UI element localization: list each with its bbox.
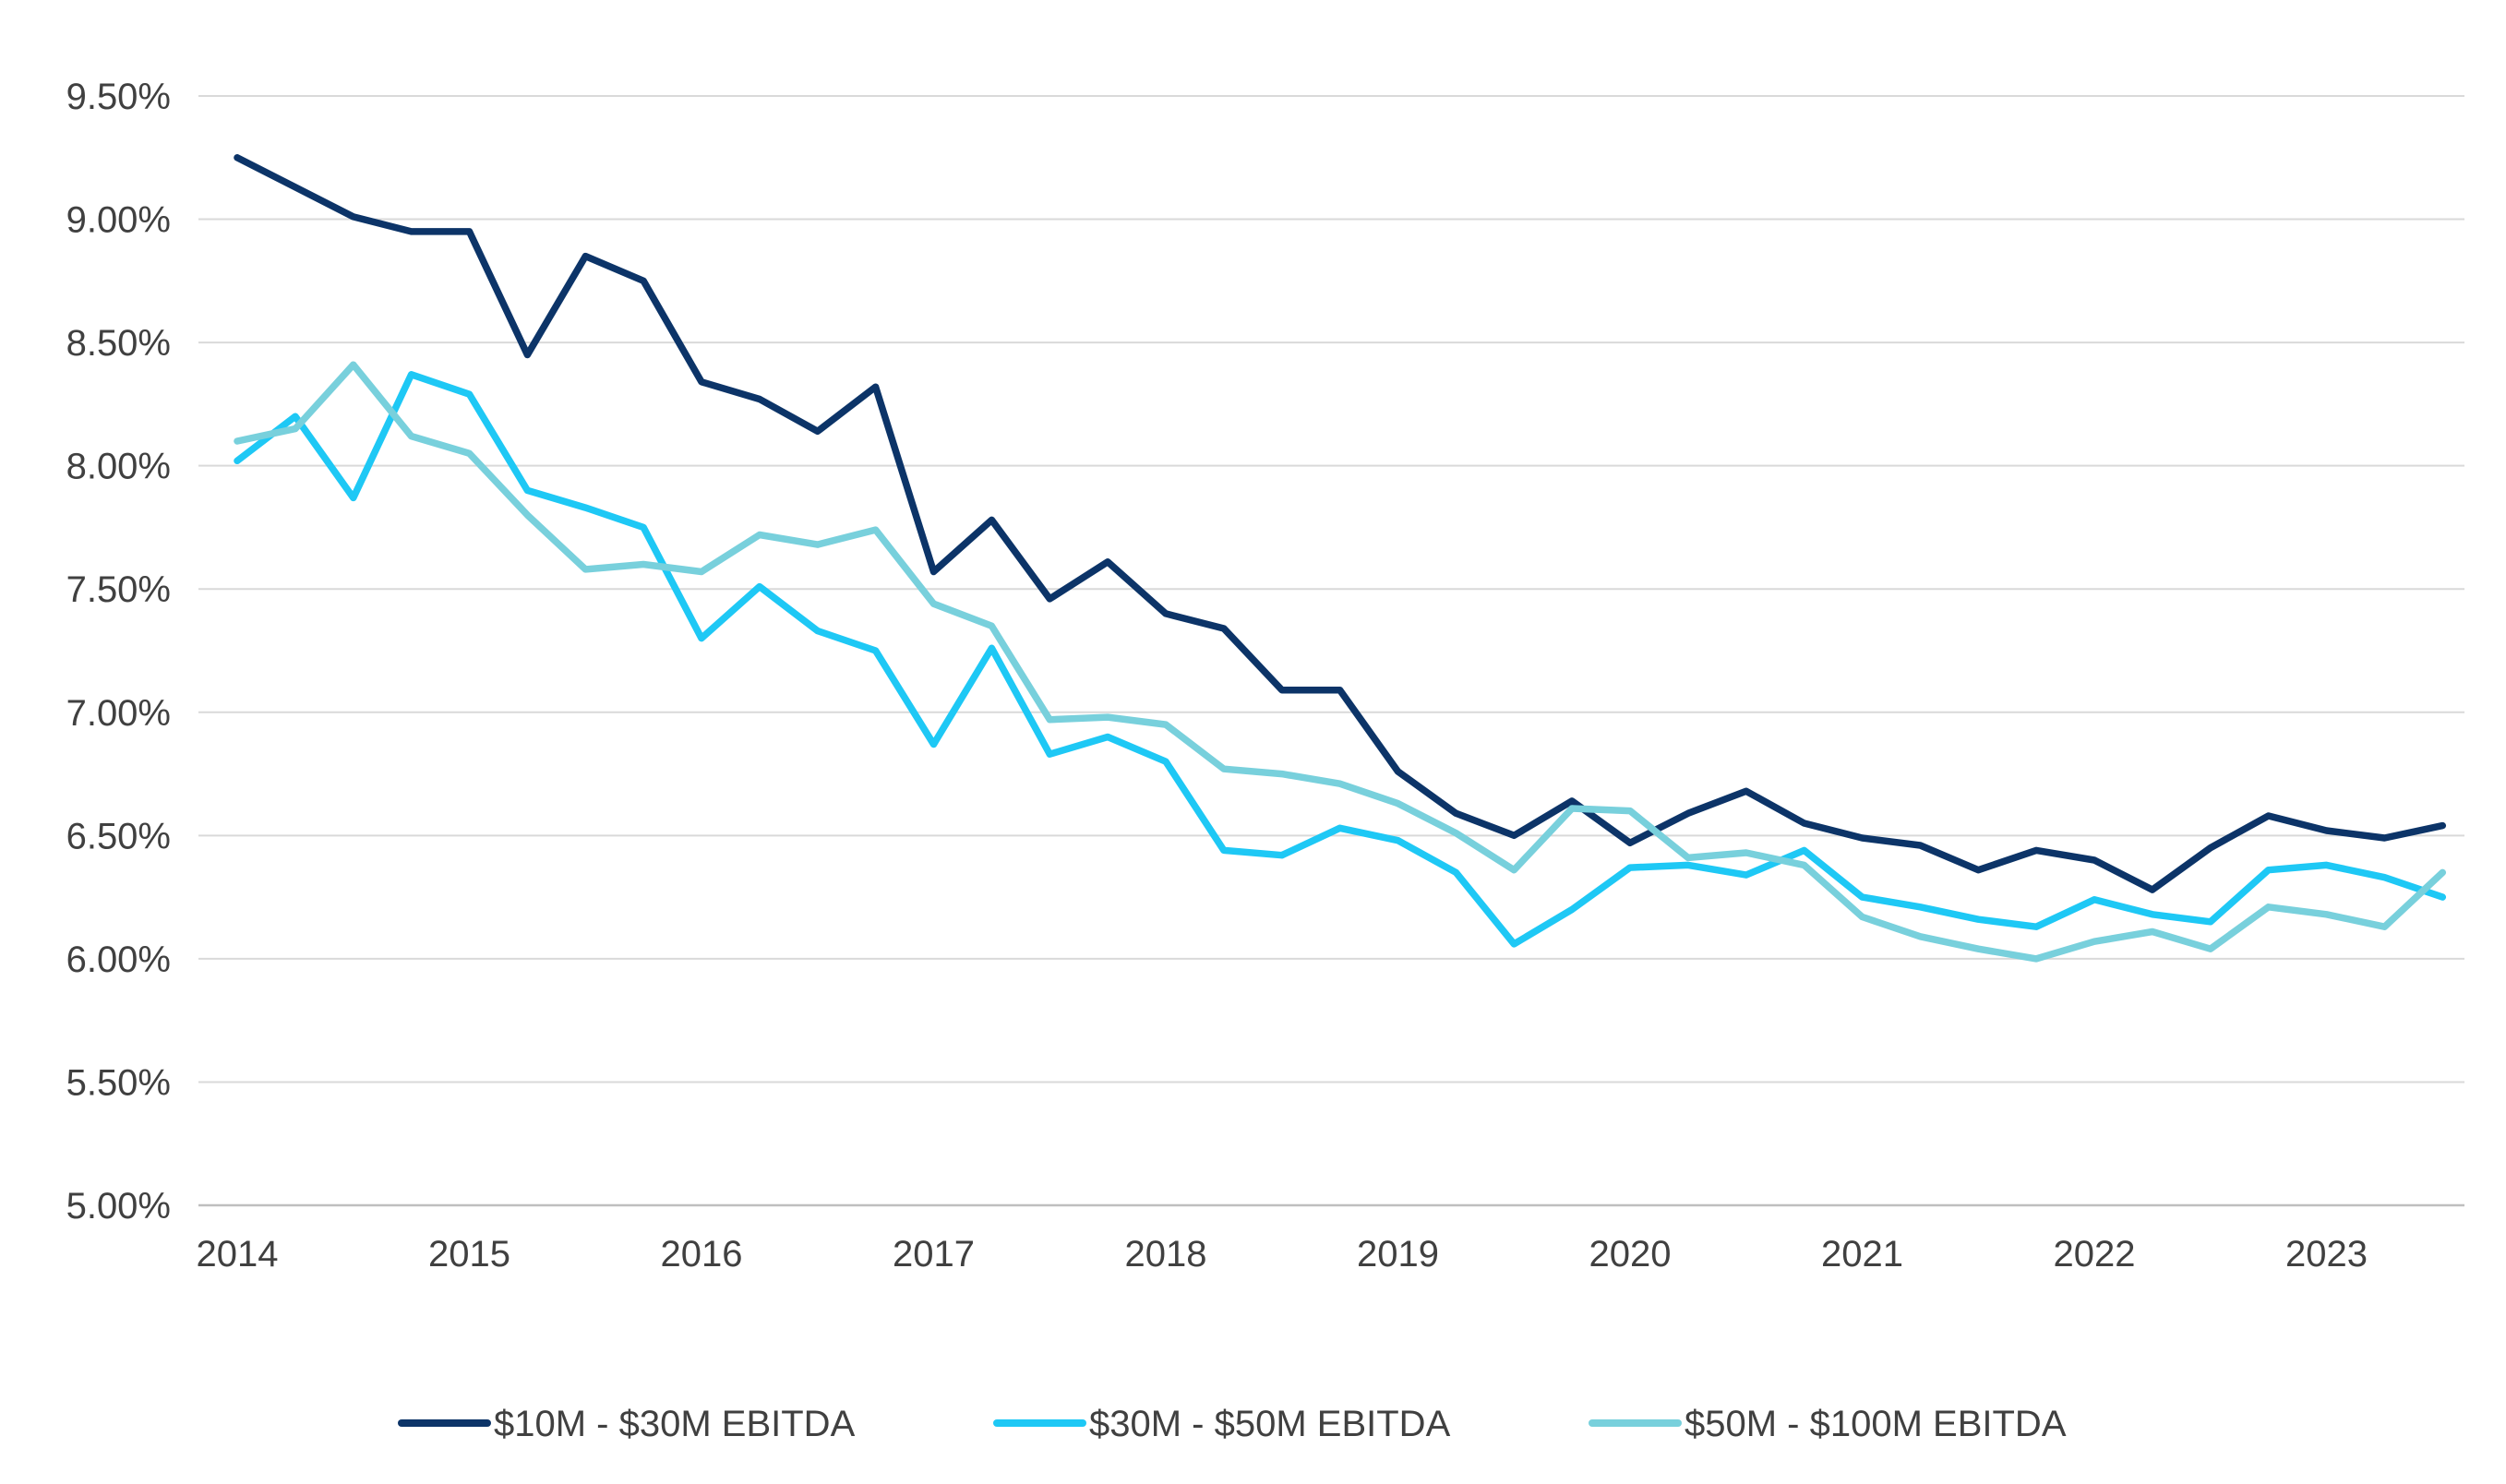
series-line-2 [234,371,2447,948]
x-tick-label: 2023 [2285,1234,2368,1275]
y-tick-label: 7.50% [66,569,171,610]
x-tick-label: 2018 [1125,1234,1207,1275]
x-tick-label: 2021 [1821,1234,1903,1275]
y-tick-label: 8.00% [66,447,171,487]
series-line-1 [234,154,2447,893]
y-tick-label: 8.50% [66,323,171,364]
series-lines [234,154,2447,963]
y-tick-label: 7.00% [66,693,171,734]
y-tick-label: 9.50% [66,77,171,117]
x-tick-label: 2019 [1357,1234,1439,1275]
y-tick-label: 5.00% [66,1186,171,1227]
gridlines [198,95,2464,1083]
x-tick-label: 2016 [661,1234,743,1275]
x-tick-label: 2015 [428,1234,510,1275]
legend: $10M - $30M EBITDA $30M - $50M EBITDA $50M… [398,1404,2067,1444]
legend-label-2: $30M - $50M EBITDA [1089,1404,1451,1444]
y-tick-label: 6.50% [66,816,171,856]
x-tick-label: 2017 [893,1234,975,1275]
series-line-3 [234,361,2447,963]
legend-label-1: $10M - $30M EBITDA [494,1404,856,1444]
x-axis-tick-labels: 2014 2015 2016 2017 2018 2019 2020 2021 2022 2023 [197,1234,2368,1275]
x-tick-label: 2020 [1589,1234,1672,1275]
y-tick-label: 5.50% [66,1062,171,1103]
x-tick-label: 2022 [2054,1234,2136,1275]
y-tick-label: 9.00% [66,200,171,241]
legend-label-3: $50M - $100M EBITDA [1685,1404,2067,1444]
y-tick-label: 6.00% [66,939,171,980]
x-tick-label: 2014 [197,1234,279,1275]
y-axis-tick-labels: 5.00% 5.50% 6.00% 6.50% 7.00% 7.50% 8.00% 8.50%… [66,77,171,1227]
